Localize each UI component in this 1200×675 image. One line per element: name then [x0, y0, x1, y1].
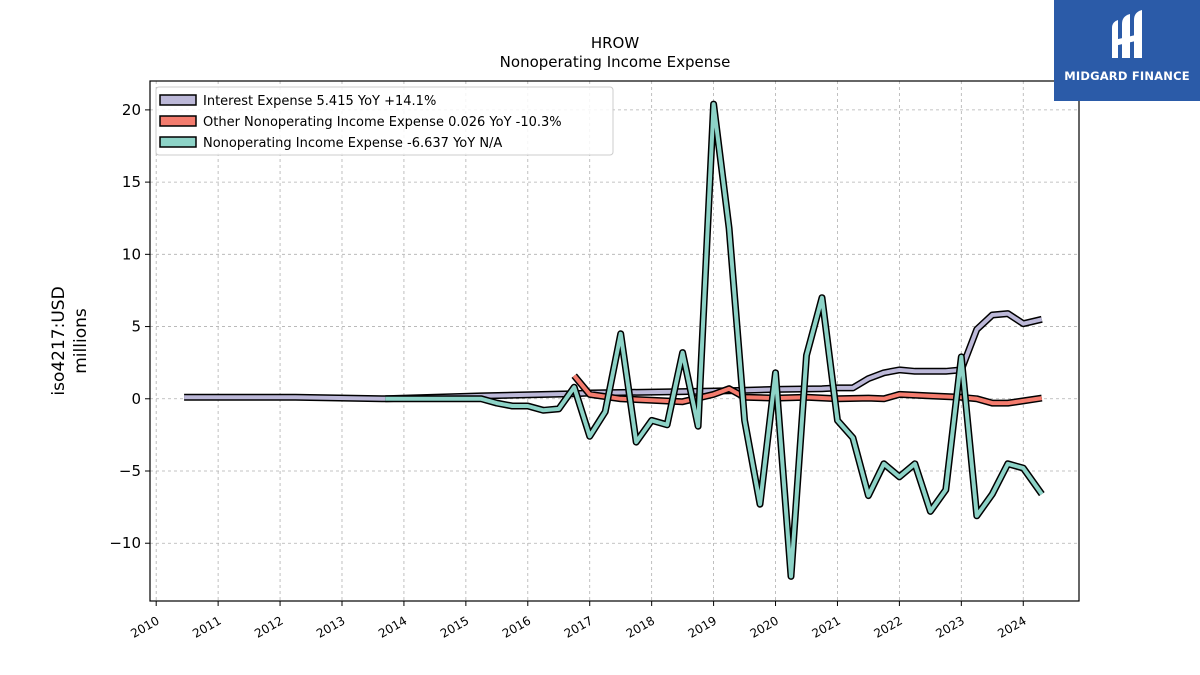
grid [150, 81, 1079, 601]
y-tick-label: −5 [119, 462, 141, 480]
brand-name: MIDGARD FINANCE [1064, 69, 1190, 83]
legend-label-0: Interest Expense 5.415 YoY +14.1% [203, 94, 436, 109]
series-line-2 [385, 102, 1044, 579]
legend-label-1: Other Nonoperating Income Expense 0.026 … [203, 115, 562, 130]
legend: Interest Expense 5.415 YoY +14.1% Other N… [155, 86, 614, 156]
series-line-0 [184, 311, 1043, 401]
x-tick-label: 2024 [995, 613, 1028, 640]
midgard-logo-icon [1112, 10, 1142, 58]
x-tick-label: 2023 [933, 613, 966, 640]
legend-swatch-2 [159, 136, 197, 148]
series-layer [184, 100, 1045, 580]
legend-box [155, 86, 614, 156]
y-axis-label-line2: millions [71, 308, 91, 374]
x-tick-label: 2017 [562, 613, 595, 640]
brand-logo: MIDGARD FINANCE [1054, 0, 1200, 101]
chart-subtitle: Nonoperating Income Expense [500, 53, 731, 71]
x-tick-label: 2019 [686, 613, 719, 640]
x-tick-label: 2016 [500, 613, 533, 640]
x-tick-label: 2010 [128, 613, 161, 640]
y-tick-label: 0 [131, 390, 141, 408]
x-tick-label: 2013 [314, 613, 347, 640]
plot-frame [149, 80, 1080, 602]
y-axis-label-line1: iso4217:USD [49, 286, 69, 395]
y-tick-label: 20 [122, 101, 141, 119]
y-tick-label: 5 [131, 318, 141, 336]
legend-swatch-0 [159, 94, 197, 106]
chart-title: HROW [591, 34, 640, 52]
x-tick-label: 2014 [376, 613, 409, 640]
x-tick-label: 2020 [748, 613, 781, 640]
y-tick-label: −10 [109, 534, 141, 552]
x-tick-label: 2022 [871, 613, 904, 640]
x-tick-label: 2011 [190, 613, 223, 640]
y-tick-label: 10 [122, 245, 141, 263]
legend-label-2: Nonoperating Income Expense -6.637 YoY N… [203, 136, 502, 151]
x-tick-label: 2015 [438, 613, 471, 640]
x-tick-label: 2012 [252, 613, 285, 640]
x-tick-label: 2018 [624, 613, 657, 640]
legend-swatch-1 [159, 115, 197, 127]
x-tick-label: 2021 [810, 613, 843, 640]
y-tick-label: 15 [122, 173, 141, 191]
